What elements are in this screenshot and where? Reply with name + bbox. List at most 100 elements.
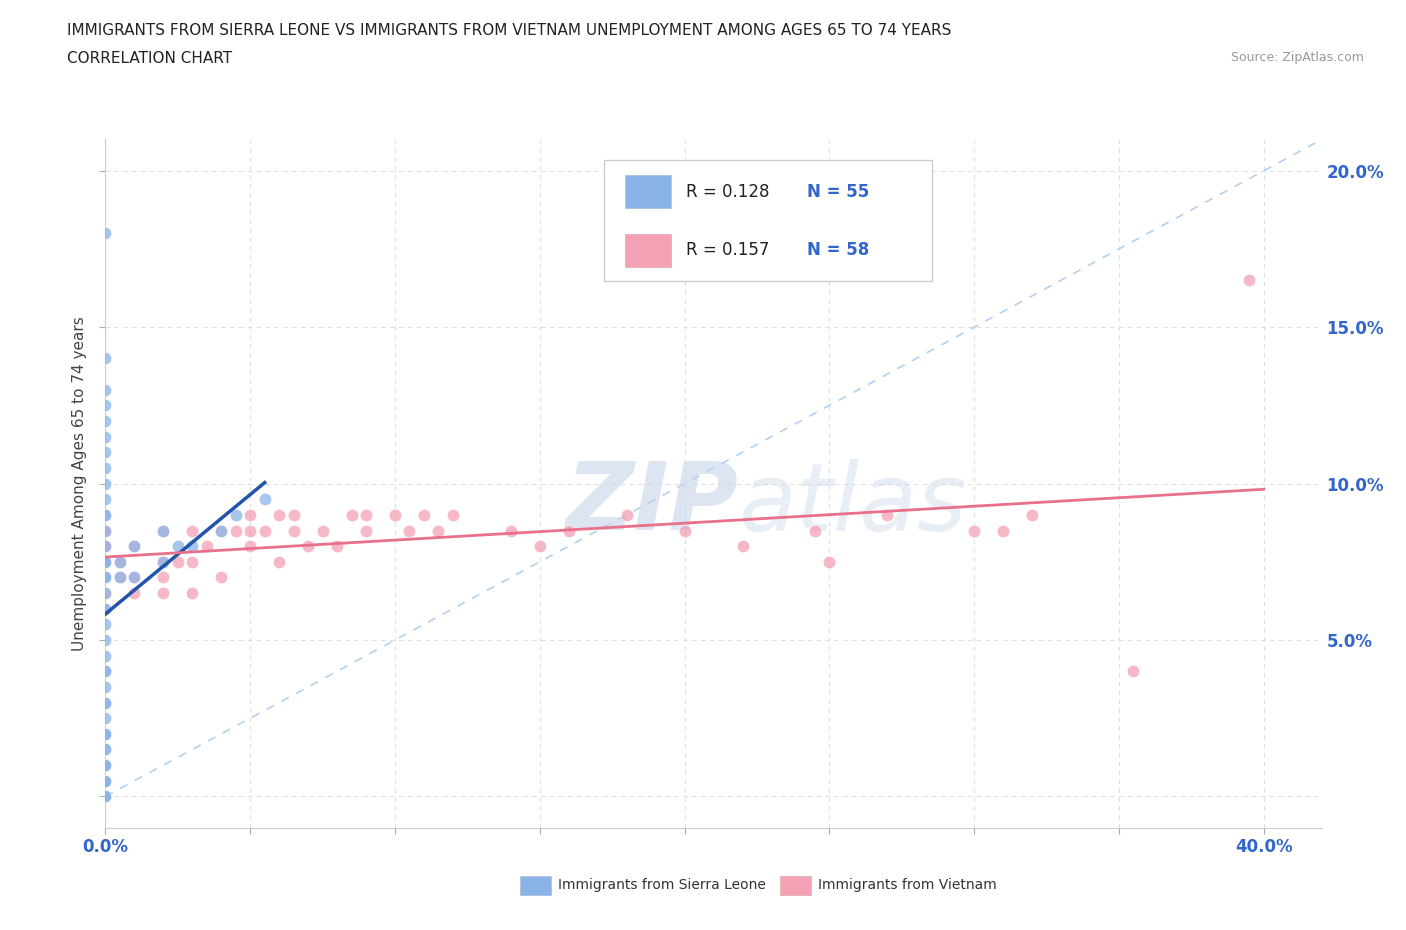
Text: atlas: atlas (738, 458, 966, 550)
Point (195, 538, 218, 553)
Point (94, 789, 117, 804)
Point (94, 414, 117, 429)
Point (181, 586, 204, 601)
Bar (624, 233, 671, 267)
Point (239, 523, 262, 538)
Point (94, 586, 117, 601)
Point (963, 523, 986, 538)
Point (124, 570, 146, 585)
Point (152, 523, 174, 538)
Point (340, 508, 363, 523)
Point (94, 554, 117, 569)
Point (876, 508, 898, 523)
Text: ZIP: ZIP (565, 458, 738, 551)
Point (269, 554, 291, 569)
Point (94, 508, 117, 523)
Point (94, 711, 117, 725)
Text: N = 55: N = 55 (807, 183, 869, 201)
Point (94, 680, 117, 695)
Text: CORRELATION CHART: CORRELATION CHART (67, 51, 232, 66)
Text: N = 58: N = 58 (807, 241, 869, 259)
Text: Source: ZipAtlas.com: Source: ZipAtlas.com (1230, 51, 1364, 64)
Text: Immigrants from Sierra Leone: Immigrants from Sierra Leone (558, 878, 766, 893)
Point (311, 523, 333, 538)
Point (94, 632, 117, 647)
Point (441, 508, 464, 523)
Point (398, 523, 420, 538)
Point (94, 617, 117, 631)
Point (94, 554, 117, 569)
Point (108, 554, 131, 569)
Point (108, 554, 131, 569)
Point (209, 523, 232, 538)
Point (225, 508, 247, 523)
Point (94, 774, 117, 789)
Point (94, 789, 117, 804)
Point (1239, 272, 1261, 287)
Point (152, 586, 174, 601)
Point (94, 538, 117, 553)
Point (94, 742, 117, 757)
Point (108, 570, 131, 585)
Point (152, 554, 174, 569)
Point (558, 523, 581, 538)
Point (94, 586, 117, 601)
Point (152, 570, 174, 585)
Y-axis label: Unemployment Among Ages 65 to 74 years: Unemployment Among Ages 65 to 74 years (72, 316, 87, 651)
Point (94, 664, 117, 679)
Point (94, 226, 117, 241)
Point (94, 664, 117, 679)
Point (124, 586, 146, 601)
Point (94, 726, 117, 741)
Point (94, 602, 117, 617)
Point (731, 538, 754, 553)
Point (152, 554, 174, 569)
Point (94, 726, 117, 741)
Text: R = 0.128: R = 0.128 (686, 183, 769, 201)
Point (616, 508, 638, 523)
Point (384, 508, 406, 523)
Point (1021, 508, 1043, 523)
Point (94, 695, 117, 710)
Point (94, 554, 117, 569)
Text: IMMIGRANTS FROM SIERRA LEONE VS IMMIGRANTS FROM VIETNAM UNEMPLOYMENT AMONG AGES : IMMIGRANTS FROM SIERRA LEONE VS IMMIGRAN… (67, 23, 952, 38)
Point (94, 570, 117, 585)
Point (354, 523, 377, 538)
Point (804, 523, 827, 538)
Point (1122, 664, 1144, 679)
Point (253, 523, 276, 538)
Point (529, 538, 551, 553)
Point (94, 538, 117, 553)
Point (94, 523, 117, 538)
Point (94, 789, 117, 804)
Point (94, 774, 117, 789)
Point (354, 508, 377, 523)
Point (94, 554, 117, 569)
Point (94, 460, 117, 475)
Point (818, 554, 841, 569)
Point (673, 523, 696, 538)
Point (326, 538, 349, 553)
Point (413, 508, 436, 523)
Point (269, 508, 291, 523)
Point (94, 398, 117, 413)
Point (209, 523, 232, 538)
Point (94, 758, 117, 773)
Point (94, 602, 117, 617)
FancyBboxPatch shape (605, 160, 932, 281)
Text: Immigrants from Vietnam: Immigrants from Vietnam (818, 878, 997, 893)
Point (94, 523, 117, 538)
Point (94, 351, 117, 365)
Point (297, 538, 319, 553)
Point (239, 538, 262, 553)
Point (94, 382, 117, 397)
Bar (624, 175, 671, 208)
Point (94, 742, 117, 757)
Point (94, 726, 117, 741)
Point (166, 554, 188, 569)
Point (124, 538, 146, 553)
Point (283, 508, 305, 523)
Point (124, 570, 146, 585)
Point (181, 538, 204, 553)
Point (181, 523, 204, 538)
